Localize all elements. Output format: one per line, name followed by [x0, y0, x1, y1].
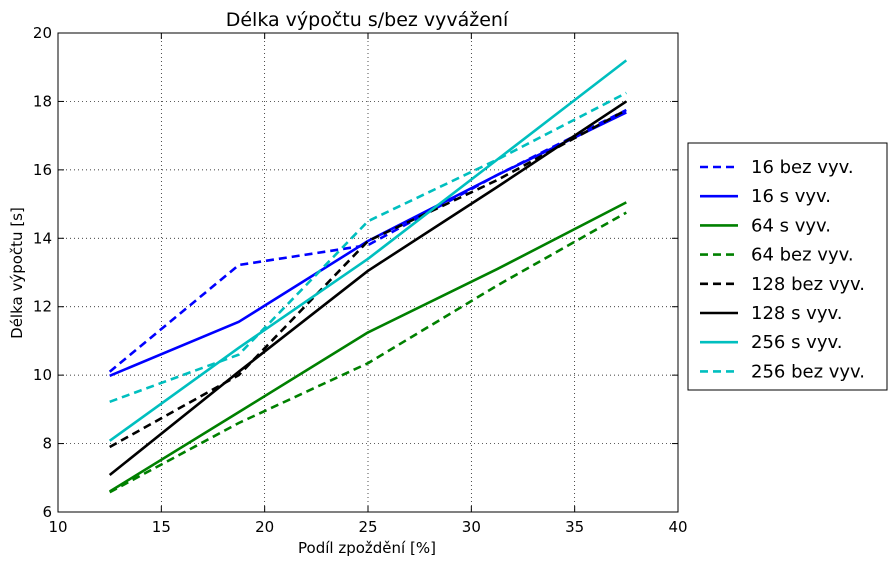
y-tick-label: 14	[33, 229, 52, 247]
x-tick-label: 35	[565, 518, 584, 536]
y-tick-label: 20	[33, 24, 52, 42]
series-line-2	[109, 201, 627, 493]
series-layer	[108, 59, 628, 494]
legend-label-7: 256 bez vyv.	[751, 361, 865, 382]
axis-ticks: 10 15 20 25 30 35 40 6 8 10 12 14 16 18 20	[33, 24, 688, 536]
legend-label-4: 128 bez vyv.	[751, 274, 865, 295]
legend-label-3: 64 bez vyv.	[751, 245, 854, 266]
series-line-0	[108, 108, 627, 373]
legend: 16 bez vyv. 16 s vyv. 64 s vyv. 64 bez vyv.…	[687, 142, 888, 391]
y-tick-label: 16	[33, 161, 52, 179]
grid	[57, 32, 679, 513]
legend-label-5: 128 s vyv.	[751, 303, 842, 324]
legend-label-2: 64 s vyv.	[751, 215, 831, 236]
legend-label-6: 256 s vyv.	[751, 332, 842, 353]
legend-label-1: 16 s vyv.	[751, 186, 831, 207]
series-line-1	[109, 111, 627, 377]
y-axis-title: Délka výpočtu [s]	[8, 207, 26, 339]
series-line-3	[109, 211, 627, 494]
legend-label-0: 16 bez vyv.	[751, 157, 854, 178]
x-tick-label: 40	[668, 518, 687, 536]
legend-box	[687, 142, 888, 391]
plot-frame	[57, 32, 679, 513]
series-line-4	[109, 108, 627, 449]
x-tick-label: 15	[152, 518, 171, 536]
y-tick-label: 18	[33, 92, 52, 110]
x-axis-title: Podíl zpoždění [%]	[298, 539, 436, 557]
series-line-7	[109, 91, 627, 404]
series-line-5	[108, 100, 628, 477]
x-tick-label: 10	[48, 518, 67, 536]
x-tick-label: 25	[358, 518, 377, 536]
series-line-6	[108, 59, 628, 442]
x-tick-label: 20	[255, 518, 274, 536]
chart-title: Délka výpočtu s/bez vyvážení	[226, 9, 509, 31]
x-tick-label: 30	[462, 518, 481, 536]
y-tick-label: 8	[42, 435, 52, 453]
y-tick-label: 6	[42, 503, 52, 521]
y-tick-label: 10	[33, 366, 52, 384]
y-tick-label: 12	[33, 298, 52, 316]
